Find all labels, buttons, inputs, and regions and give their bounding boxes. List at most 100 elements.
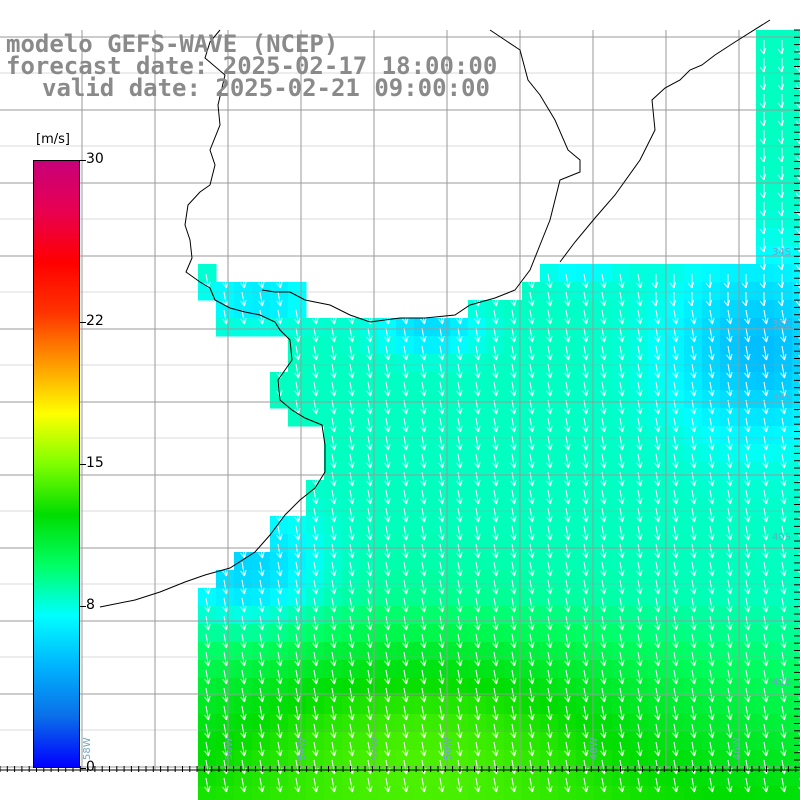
- wind-arrow: [438, 507, 445, 523]
- wind-arrow: [528, 777, 535, 793]
- wind-arrow: [312, 345, 319, 361]
- wind-cell: [720, 390, 739, 409]
- wind-cell: [378, 606, 397, 625]
- wind-arrow: [402, 723, 409, 739]
- colorbar-tick-mark: [80, 605, 86, 607]
- wind-arrow: [384, 723, 391, 739]
- wind-cell: [342, 552, 361, 571]
- wind-cell: [432, 516, 451, 535]
- wind-arrow: [636, 669, 643, 685]
- wind-cell: [486, 552, 505, 571]
- wind-arrow: [438, 381, 445, 397]
- wind-arrow: [582, 597, 589, 613]
- wind-arrow: [312, 525, 319, 541]
- wind-arrow: [492, 579, 499, 595]
- wind-cell: [504, 714, 523, 733]
- wind-arrow: [726, 363, 733, 379]
- wind-arrow: [348, 561, 355, 577]
- wind-cell: [756, 102, 775, 121]
- wind-arrow: [798, 652, 800, 664]
- wind-cell: [414, 354, 433, 373]
- wind-cell: [288, 588, 307, 607]
- wind-arrow: [294, 363, 301, 379]
- wind-arrow: [438, 777, 445, 793]
- wind-cell: [252, 768, 271, 787]
- wind-arrow: [546, 705, 553, 721]
- wind-cell: [324, 660, 343, 679]
- wind-cell: [522, 408, 541, 427]
- wind-arrow: [474, 723, 481, 739]
- wind-arrow: [348, 579, 355, 595]
- wind-cell: [414, 372, 433, 391]
- wind-arrow: [600, 327, 607, 343]
- wind-arrow: [546, 633, 553, 649]
- wind-cell: [306, 696, 325, 715]
- wind-arrow: [798, 328, 800, 340]
- wind-cell: [414, 426, 433, 445]
- wind-arrow: [744, 651, 751, 667]
- wind-cell: [756, 228, 775, 247]
- wind-cell: [522, 336, 541, 355]
- wind-cell: [324, 354, 343, 373]
- wind-cell: [720, 282, 739, 301]
- wind-cell: [792, 552, 800, 571]
- wind-arrow: [456, 741, 463, 757]
- wind-cell: [630, 588, 649, 607]
- wind-cell: [540, 318, 559, 337]
- wind-cell: [594, 750, 613, 769]
- wind-cell: [630, 678, 649, 697]
- wind-arrow: [510, 723, 517, 739]
- wind-cell: [414, 408, 433, 427]
- wind-arrow: [777, 40, 784, 55]
- wind-arrow: [654, 453, 661, 469]
- wind-cell: [612, 714, 631, 733]
- wind-arrow: [474, 453, 481, 469]
- wind-cell: [738, 336, 757, 355]
- wind-cell: [522, 462, 541, 481]
- wind-arrow: [240, 633, 247, 649]
- wind-arrow: [654, 345, 661, 361]
- wind-cell: [414, 624, 433, 643]
- wind-cell: [306, 336, 325, 355]
- wind-cell: [396, 498, 415, 517]
- wind-cell: [522, 300, 541, 319]
- wind-arrow: [777, 238, 784, 253]
- wind-arrow: [690, 471, 697, 487]
- wind-cell: [558, 264, 577, 283]
- wind-arrow: [420, 615, 427, 631]
- wind-arrow: [312, 327, 319, 343]
- wind-arrow: [780, 723, 787, 739]
- wind-cell: [216, 768, 235, 787]
- wind-arrow: [492, 687, 499, 703]
- wind-arrow: [312, 651, 319, 667]
- wind-cell: [756, 66, 775, 85]
- wind-arrow: [528, 615, 535, 631]
- wind-cell: [774, 660, 793, 679]
- colorbar-tick-mark: [80, 322, 86, 324]
- wind-cell: [432, 732, 451, 751]
- wind-arrow: [600, 669, 607, 685]
- wind-arrow: [510, 777, 517, 793]
- wind-cell: [432, 660, 451, 679]
- wind-cell: [648, 660, 667, 679]
- wind-arrow: [654, 615, 661, 631]
- wind-cell: [216, 732, 235, 751]
- wind-cell: [288, 552, 307, 571]
- wind-cell: [756, 642, 775, 661]
- wind-cell: [738, 264, 757, 283]
- wind-cell: [270, 624, 289, 643]
- wind-cell: [342, 426, 361, 445]
- wind-arrow: [726, 471, 733, 487]
- wind-arrow: [528, 327, 535, 343]
- wind-cell: [486, 372, 505, 391]
- wind-arrow: [528, 579, 535, 595]
- wind-arrow: [600, 273, 607, 289]
- wind-cell: [738, 768, 757, 787]
- wind-arrow: [744, 489, 751, 505]
- wind-arrow: [636, 489, 643, 505]
- wind-cell: [288, 336, 307, 355]
- wind-cell: [198, 282, 217, 301]
- wind-arrow: [510, 345, 517, 361]
- wind-cell: [630, 462, 649, 481]
- wind-cell: [666, 678, 685, 697]
